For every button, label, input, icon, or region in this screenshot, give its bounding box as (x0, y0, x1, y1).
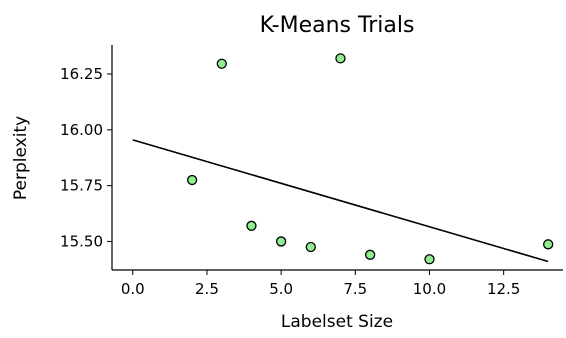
scatter-point (364, 249, 376, 260)
data-points (186, 53, 554, 265)
y-tick-label: 16.00 (60, 121, 103, 139)
chart-title: K-Means Trials (260, 13, 415, 38)
scatter-point (246, 220, 257, 231)
y-tick-label: 15.50 (60, 232, 103, 250)
y-axis-label: Perplexity (11, 116, 31, 200)
scatter-point (424, 254, 435, 265)
x-tick-label: 7.5 (343, 280, 367, 298)
x-tick-label: 0.0 (121, 280, 145, 298)
x-tick-label: 12.5 (487, 280, 520, 298)
trend-line (132, 139, 549, 263)
scatter-point (335, 53, 346, 64)
x-axis-label: Labelset Size (281, 312, 393, 332)
y-ticks: 15.50 15.75 16.00 16.25 (60, 65, 112, 250)
scatter-point (216, 58, 227, 69)
y-tick-label: 15.75 (60, 177, 103, 195)
x-ticks: 0.0 2.5 5.0 7.5 10.0 12.5 (121, 270, 520, 298)
scatter-point (186, 174, 198, 186)
x-tick-label: 10.0 (413, 280, 446, 298)
scatter-point (275, 236, 287, 247)
scatter-point (543, 239, 554, 250)
scatter-point (305, 241, 316, 253)
x-tick-label: 2.5 (195, 280, 219, 298)
x-tick-label: 5.0 (269, 280, 293, 298)
y-tick-label: 16.25 (60, 65, 103, 83)
